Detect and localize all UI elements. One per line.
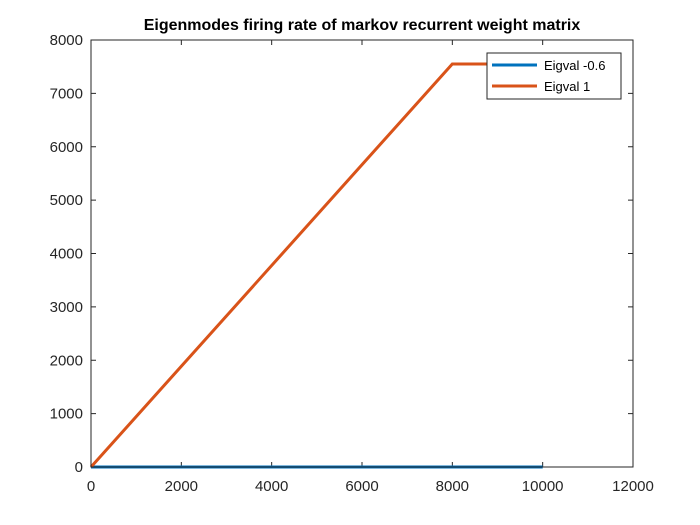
y-tick-label: 2000 bbox=[50, 352, 83, 369]
x-tick-label: 12000 bbox=[612, 478, 654, 495]
x-tick-label: 8000 bbox=[436, 478, 469, 495]
x-tick-label: 10000 bbox=[522, 478, 564, 495]
x-tick-label: 4000 bbox=[255, 478, 288, 495]
legend-label: Eigval 1 bbox=[544, 79, 590, 94]
plot-area bbox=[91, 40, 633, 467]
x-tick-label: 0 bbox=[87, 478, 95, 495]
x-tick-label: 2000 bbox=[165, 478, 198, 495]
y-tick-label: 0 bbox=[75, 459, 83, 476]
legend: Eigval -0.6 Eigval 1 bbox=[486, 52, 622, 100]
y-tick-label: 4000 bbox=[50, 246, 83, 263]
y-tick-label: 7000 bbox=[50, 85, 83, 102]
axes-box bbox=[90, 39, 634, 468]
chart-title: Eigenmodes firing rate of markov recurre… bbox=[144, 17, 581, 34]
y-tick-label: 1000 bbox=[50, 406, 83, 423]
legend-label: Eigval -0.6 bbox=[544, 58, 605, 73]
y-tick-label: 6000 bbox=[50, 139, 83, 156]
x-axis-ticks: 0 2000 4000 6000 8000 10000 12000 bbox=[87, 40, 654, 495]
y-tick-label: 5000 bbox=[50, 192, 83, 209]
y-tick-label: 3000 bbox=[50, 299, 83, 316]
legend-box bbox=[486, 52, 622, 100]
x-tick-label: 6000 bbox=[345, 478, 378, 495]
y-tick-label: 8000 bbox=[50, 32, 83, 49]
y-axis-ticks: 0 1000 2000 3000 4000 5000 6000 7000 8000 bbox=[50, 32, 633, 476]
